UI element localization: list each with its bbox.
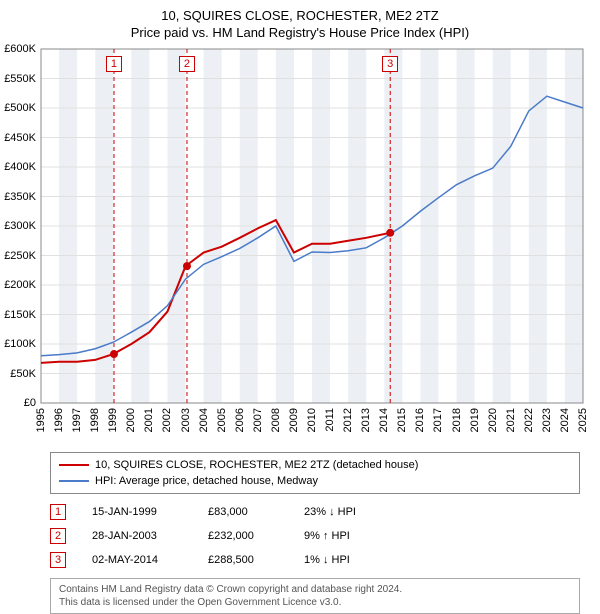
legend-row: 10, SQUIRES CLOSE, ROCHESTER, ME2 2TZ (d… xyxy=(59,457,571,473)
x-axis-label: 2008 xyxy=(270,408,282,432)
x-axis-label: 2013 xyxy=(360,408,372,432)
event-badge: 2 xyxy=(50,528,66,544)
legend: 10, SQUIRES CLOSE, ROCHESTER, ME2 2TZ (d… xyxy=(50,452,580,494)
event-table: 1 15-JAN-1999 £83,000 23% ↓ HPI 2 28-JAN… xyxy=(50,500,580,572)
event-delta: 9% ↑ HPI xyxy=(304,524,394,548)
sale-marker-badge: 3 xyxy=(382,56,398,72)
x-axis-label: 2003 xyxy=(180,408,192,432)
legend-swatch xyxy=(59,480,89,482)
y-axis-label: £250K xyxy=(4,250,36,262)
event-date: 15-JAN-1999 xyxy=(92,500,182,524)
x-axis-label: 2019 xyxy=(469,408,481,432)
y-axis-label: £550K xyxy=(4,73,36,85)
legend-swatch xyxy=(59,464,89,466)
y-axis-label: £600K xyxy=(4,43,36,55)
event-badge: 1 xyxy=(50,504,66,520)
page-title: 10, SQUIRES CLOSE, ROCHESTER, ME2 2TZ xyxy=(0,8,600,23)
event-delta: 23% ↓ HPI xyxy=(304,500,394,524)
x-axis-label: 1995 xyxy=(35,408,47,432)
sale-marker-badge: 1 xyxy=(106,56,122,72)
x-axis-label: 2002 xyxy=(161,408,173,432)
y-axis-label: £100K xyxy=(4,338,36,350)
price-chart: £0£50K£100K£150K£200K£250K£300K£350K£400… xyxy=(40,48,584,404)
x-axis-label: 2007 xyxy=(252,408,264,432)
x-axis-label: 2020 xyxy=(487,408,499,432)
y-axis-label: £450K xyxy=(4,132,36,144)
x-axis-label: 2022 xyxy=(523,408,535,432)
attribution: Contains HM Land Registry data © Crown c… xyxy=(50,578,580,614)
legend-row: HPI: Average price, detached house, Medw… xyxy=(59,473,571,489)
event-date: 02-MAY-2014 xyxy=(92,548,182,572)
legend-label: HPI: Average price, detached house, Medw… xyxy=(95,473,318,489)
x-axis-label: 1997 xyxy=(71,408,83,432)
event-badge: 3 xyxy=(50,552,66,568)
event-row: 1 15-JAN-1999 £83,000 23% ↓ HPI xyxy=(50,500,580,524)
event-price: £232,000 xyxy=(208,524,278,548)
x-axis-label: 2006 xyxy=(234,408,246,432)
y-axis-label: £400K xyxy=(4,161,36,173)
event-row: 2 28-JAN-2003 £232,000 9% ↑ HPI xyxy=(50,524,580,548)
legend-label: 10, SQUIRES CLOSE, ROCHESTER, ME2 2TZ (d… xyxy=(95,457,418,473)
x-axis-label: 2015 xyxy=(396,408,408,432)
y-axis-label: £150K xyxy=(4,309,36,321)
x-axis-label: 1999 xyxy=(107,408,119,432)
event-date: 28-JAN-2003 xyxy=(92,524,182,548)
y-axis-label: £300K xyxy=(4,220,36,232)
x-axis-label: 2025 xyxy=(577,408,589,432)
y-axis-label: £50K xyxy=(10,368,36,380)
y-axis-label: £500K xyxy=(4,102,36,114)
sale-marker-badge: 2 xyxy=(179,56,195,72)
x-axis-label: 2021 xyxy=(505,408,517,432)
x-axis-label: 2024 xyxy=(559,408,571,432)
x-axis-label: 2000 xyxy=(125,408,137,432)
x-axis-label: 2018 xyxy=(451,408,463,432)
x-axis-label: 2010 xyxy=(306,408,318,432)
x-axis-label: 2004 xyxy=(198,408,210,432)
x-axis-label: 2017 xyxy=(432,408,444,432)
attribution-line: This data is licensed under the Open Gov… xyxy=(59,596,571,609)
y-axis-label: £200K xyxy=(4,279,36,291)
x-axis-label: 2009 xyxy=(288,408,300,432)
x-axis-label: 2014 xyxy=(378,408,390,432)
x-axis-label: 1998 xyxy=(89,408,101,432)
x-axis-label: 2012 xyxy=(342,408,354,432)
x-axis-label: 2016 xyxy=(414,408,426,432)
page-subtitle: Price paid vs. HM Land Registry's House … xyxy=(0,25,600,40)
y-axis-label: £350K xyxy=(4,191,36,203)
chart-svg xyxy=(40,48,584,404)
x-axis-label: 2023 xyxy=(541,408,553,432)
event-row: 3 02-MAY-2014 £288,500 1% ↓ HPI xyxy=(50,548,580,572)
event-price: £83,000 xyxy=(208,500,278,524)
page-root: 10, SQUIRES CLOSE, ROCHESTER, ME2 2TZ Pr… xyxy=(0,0,600,590)
header: 10, SQUIRES CLOSE, ROCHESTER, ME2 2TZ Pr… xyxy=(0,0,600,40)
x-axis-label: 2001 xyxy=(143,408,155,432)
x-axis-label: 2011 xyxy=(324,408,336,432)
x-axis-label: 1996 xyxy=(53,408,65,432)
event-price: £288,500 xyxy=(208,548,278,572)
event-delta: 1% ↓ HPI xyxy=(304,548,394,572)
x-axis-label: 2005 xyxy=(216,408,228,432)
